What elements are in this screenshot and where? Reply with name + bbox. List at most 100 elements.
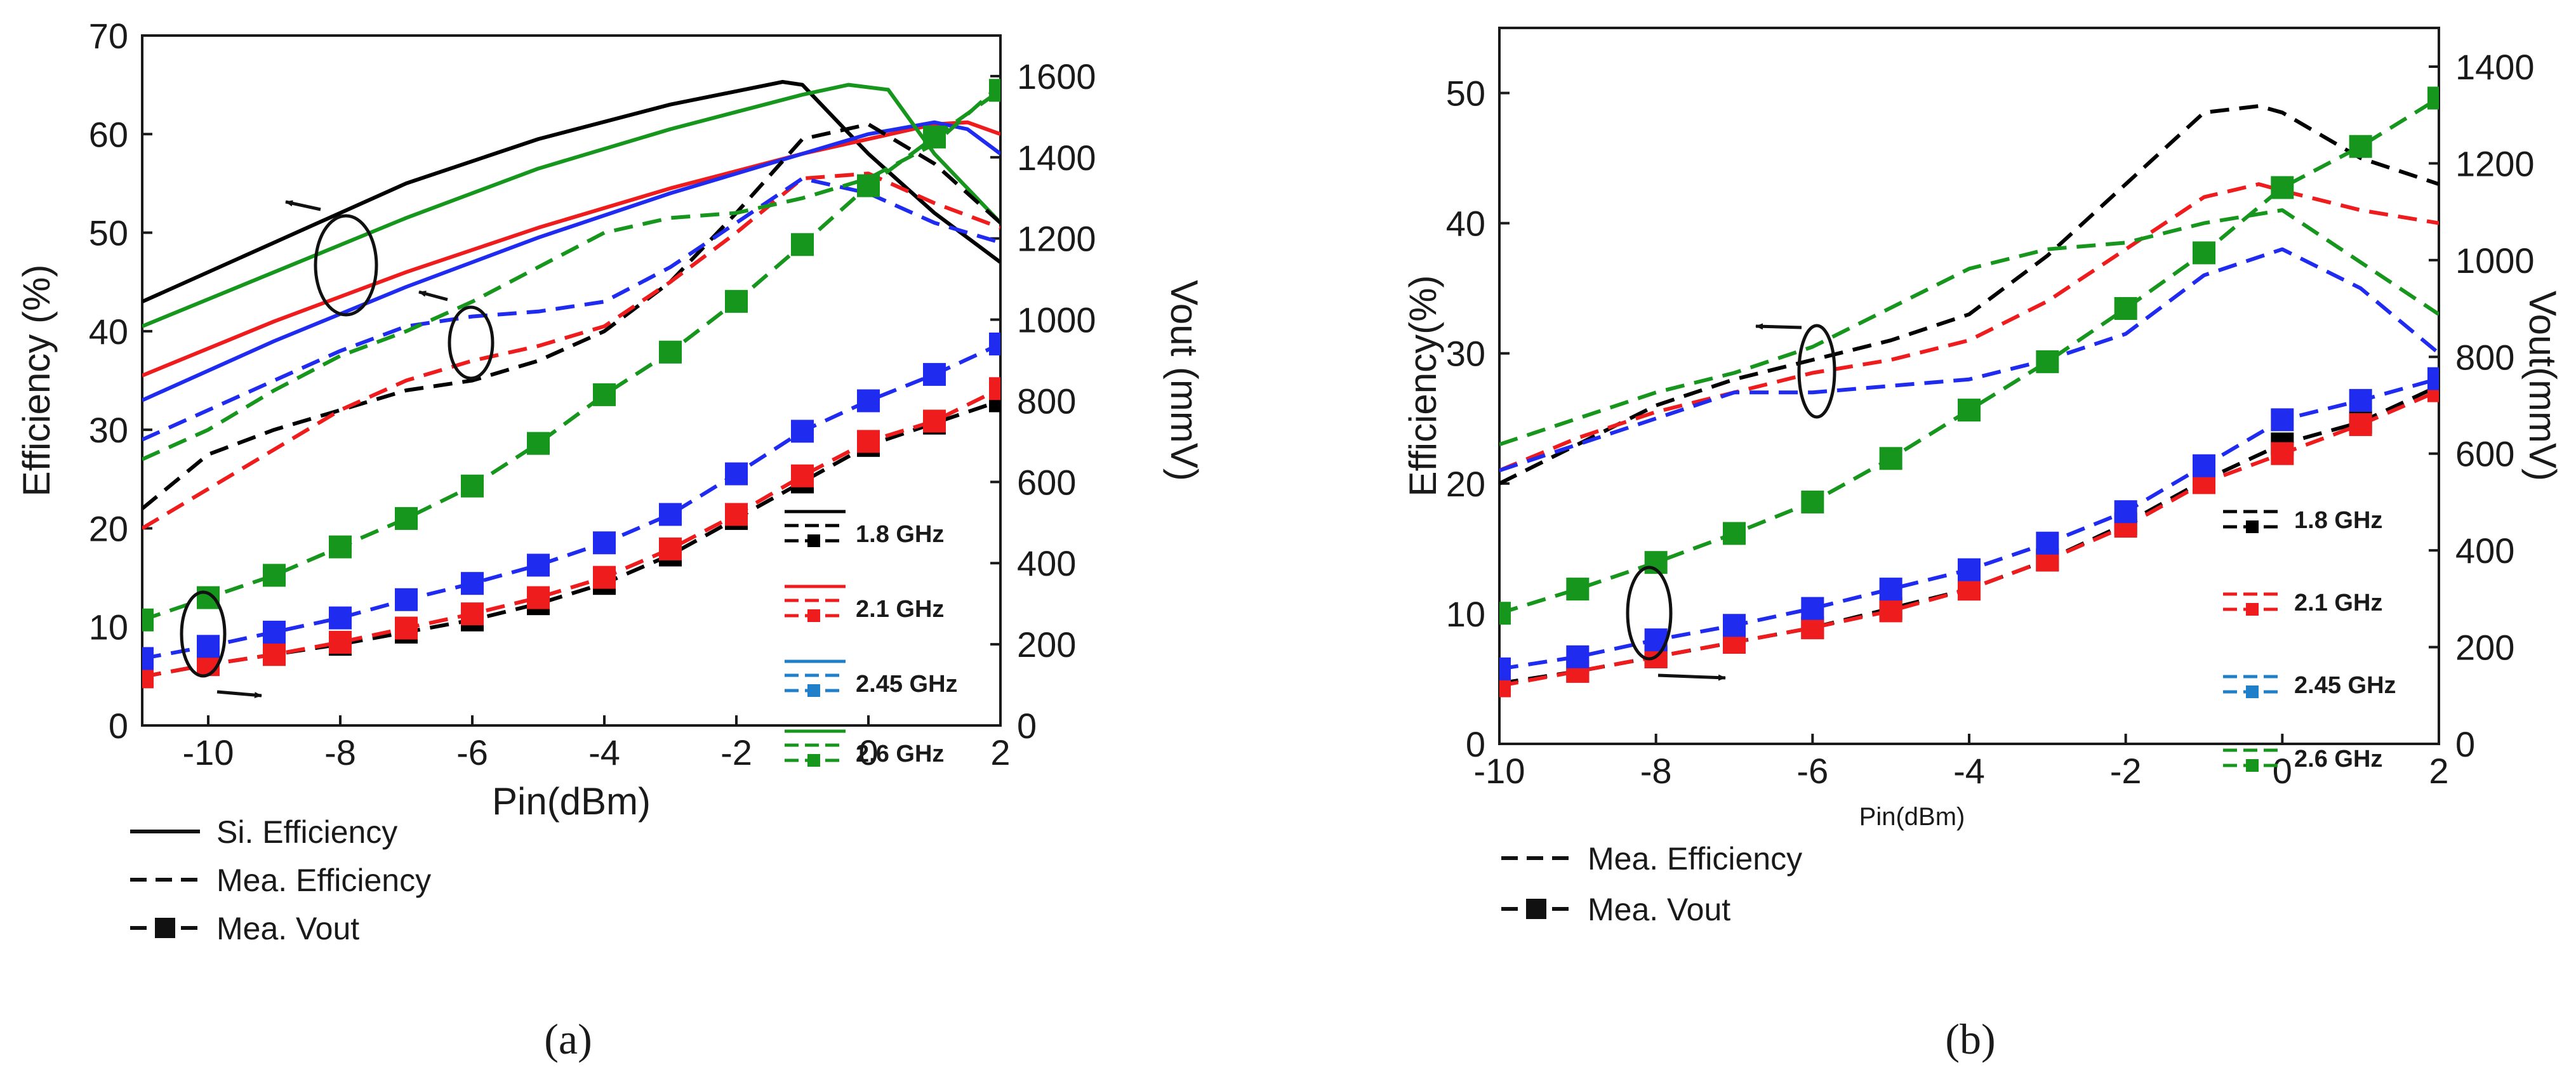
x-tick-label: -4 — [588, 732, 620, 772]
x-tick-label: 0 — [2273, 751, 2292, 791]
y-left-tick-label: 30 — [89, 410, 128, 450]
legend-marker-2-45-ghz — [807, 684, 820, 697]
series-sim-eff-2-6-ghz — [142, 83, 1000, 328]
y-left-tick-label: 10 — [89, 607, 128, 647]
data-point-2-6-ghz — [461, 474, 484, 498]
panel-label: (b) — [1945, 1015, 1995, 1063]
x-tick-label: -4 — [1953, 751, 1985, 791]
data-point-2-6-ghz — [142, 608, 154, 632]
series-mea-vout-2-1-ghz — [142, 387, 1000, 679]
y-left-tick-label: 40 — [89, 312, 128, 352]
legend-marker-2-45-ghz — [2246, 685, 2259, 698]
legend-label-1-8-ghz: 1.8 GHz — [2294, 507, 2382, 534]
series-sim-eff-2-45-ghz — [142, 120, 1000, 402]
y-right-tick-label: 1600 — [1017, 56, 1096, 96]
x-axis-label: Pin(dBm) — [1859, 803, 1965, 831]
legend-style-label-mea-vout: Mea. Vout — [216, 911, 359, 946]
data-point-2-1-ghz — [329, 630, 352, 654]
data-point-2-1-ghz — [857, 430, 880, 453]
chart-panel-a: -10 -8 -6 -4 -2 0 2010203040506070020040060080… — [15, 16, 1205, 1063]
data-point-2-45-ghz — [989, 332, 1000, 355]
data-point-2-6-ghz — [2036, 350, 2059, 373]
y-right-tick-label: 600 — [2455, 434, 2514, 474]
y-right-tick-label: 1000 — [1017, 300, 1096, 340]
x-tick-label: 0 — [858, 732, 878, 772]
y-right-tick-label: 0 — [2455, 724, 2475, 764]
legend-marker-1-8-ghz — [807, 534, 820, 547]
data-point-2-6-ghz — [923, 125, 946, 149]
data-point-2-1-ghz — [2349, 413, 2372, 436]
legend-style-label-mea-vout: Mea. Vout — [1588, 892, 1730, 927]
panel-label: (a) — [544, 1015, 592, 1063]
x-tick-label: -2 — [720, 732, 752, 772]
y-left-tick-label: 50 — [1446, 74, 1485, 114]
data-point-2-45-ghz — [329, 606, 352, 630]
series-mea-vout-2-6-ghz — [1499, 96, 2439, 616]
data-point-2-45-ghz — [2036, 531, 2059, 555]
x-tick-label: -8 — [324, 732, 356, 772]
x-tick-label: -8 — [1640, 751, 1672, 791]
y-right-tick-label: 1200 — [1017, 219, 1096, 259]
data-point-2-45-ghz — [142, 647, 154, 670]
chart-panel-b: -10 -8 -6 -4 -2 0 2010203040500200400600800100… — [1402, 27, 2564, 1063]
series-group — [1499, 86, 2439, 698]
legend-label-1-8-ghz: 1.8 GHz — [856, 521, 944, 548]
data-point-2-1-ghz — [593, 566, 616, 589]
data-point-2-45-ghz — [395, 588, 418, 611]
data-point-2-6-ghz — [1801, 490, 1824, 513]
y-right-axis-label: Vout(mmV) — [2521, 291, 2564, 481]
data-point-2-45-ghz — [791, 420, 814, 443]
x-axis-label: Pin(dBm) — [492, 780, 651, 823]
series-mea-eff-1-8-ghz — [1499, 104, 2439, 486]
x-tick-label: 2 — [990, 732, 1010, 772]
legend-label-2-45-ghz: 2.45 GHz — [2294, 672, 2396, 699]
y-left-axis-label: Efficiency(%) — [1402, 275, 1444, 497]
data-point-2-45-ghz — [1801, 597, 1824, 620]
data-point-2-6-ghz — [2271, 176, 2294, 199]
data-point-2-6-ghz — [725, 289, 748, 313]
arrow-to-left-axis — [285, 200, 321, 211]
arrow-to-left-axis — [418, 290, 448, 301]
data-point-2-6-ghz — [2114, 297, 2137, 321]
series-mea-eff-1-8-ghz — [142, 122, 1000, 510]
data-point-2-1-ghz — [659, 537, 682, 560]
data-point-2-1-ghz — [923, 409, 946, 433]
y-right-tick-label: 200 — [1017, 625, 1076, 665]
legend-label-2-1-ghz: 2.1 GHz — [856, 596, 944, 623]
y-right-tick-label: 200 — [2455, 628, 2514, 668]
plot-frame — [1498, 27, 2440, 745]
y-right-tick-label: 400 — [2455, 531, 2514, 571]
y-right-tick-label: 1200 — [2455, 143, 2535, 183]
data-point-2-45-ghz — [593, 531, 616, 555]
data-point-2-45-ghz — [2427, 367, 2439, 390]
data-point-2-45-ghz — [263, 620, 286, 644]
data-point-2-1-ghz — [1879, 599, 1902, 623]
legend-marker-2-6-ghz — [807, 754, 820, 767]
x-tick-label: -6 — [1796, 751, 1828, 791]
data-point-2-6-ghz — [197, 586, 220, 609]
data-point-2-6-ghz — [1958, 399, 1981, 422]
data-point-2-45-ghz — [923, 362, 946, 386]
data-point-2-6-ghz — [329, 535, 352, 559]
legend-marker-2-6-ghz — [2246, 759, 2259, 772]
y-left-tick-label: 20 — [1446, 464, 1485, 504]
data-point-2-1-ghz — [395, 616, 418, 640]
data-point-2-1-ghz — [791, 464, 814, 487]
efficiency-group-ellipse — [448, 305, 495, 380]
data-point-2-6-ghz — [2349, 135, 2372, 158]
data-point-2-6-ghz — [527, 432, 550, 455]
data-point-2-1-ghz — [461, 602, 484, 626]
data-point-2-45-ghz — [197, 635, 220, 658]
legend-style-label-mea-efficiency: Mea. Efficiency — [216, 863, 431, 898]
series-mea-vout-2-1-ghz — [1499, 388, 2439, 688]
data-point-2-45-ghz — [2114, 500, 2137, 524]
y-right-tick-label: 600 — [1017, 462, 1076, 502]
data-point-2-6-ghz — [791, 233, 814, 256]
y-left-tick-label: 0 — [109, 706, 128, 746]
series-mea-vout-1-8-ghz — [1499, 384, 2439, 685]
data-point-2-1-ghz — [1801, 616, 1824, 640]
data-point-2-45-ghz — [1566, 645, 1590, 668]
data-point-2-45-ghz — [2193, 454, 2215, 477]
data-point-2-1-ghz — [527, 586, 550, 609]
series-mea-eff-2-6-ghz — [1499, 208, 2439, 447]
